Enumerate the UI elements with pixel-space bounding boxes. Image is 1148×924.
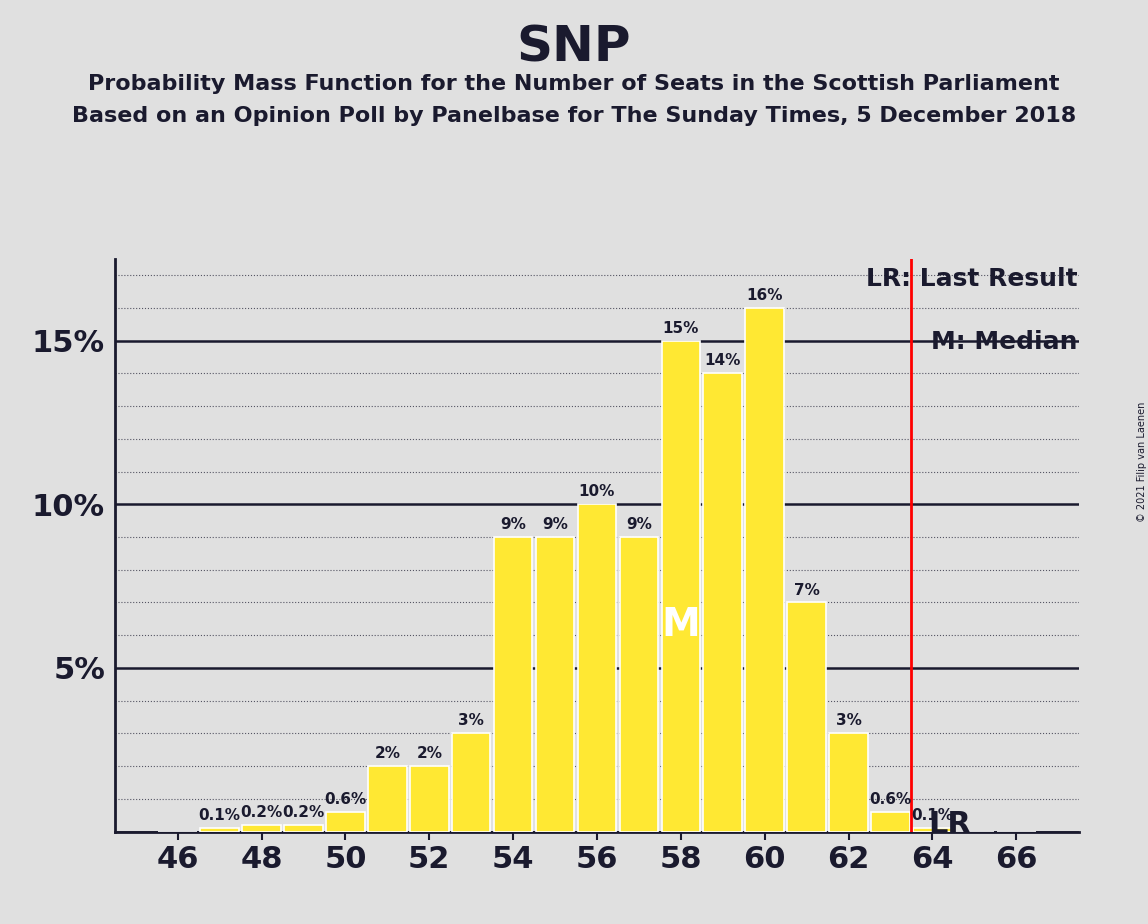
- Text: 0.1%: 0.1%: [912, 808, 953, 823]
- Text: 0.6%: 0.6%: [869, 792, 912, 807]
- Bar: [829, 734, 868, 832]
- Bar: [242, 825, 281, 832]
- Text: Probability Mass Function for the Number of Seats in the Scottish Parliament: Probability Mass Function for the Number…: [88, 74, 1060, 94]
- Text: 3%: 3%: [836, 713, 861, 728]
- Text: 0.2%: 0.2%: [240, 805, 282, 821]
- Text: 9%: 9%: [501, 517, 526, 532]
- Bar: [577, 505, 616, 832]
- Text: 15%: 15%: [662, 321, 699, 335]
- Bar: [871, 812, 909, 832]
- Text: 0.2%: 0.2%: [282, 805, 325, 821]
- Text: SNP: SNP: [517, 23, 631, 71]
- Text: 0.1%: 0.1%: [199, 808, 241, 823]
- Bar: [620, 537, 658, 832]
- Text: 14%: 14%: [705, 353, 740, 369]
- Text: 10%: 10%: [579, 484, 615, 499]
- Bar: [452, 734, 490, 832]
- Text: 2%: 2%: [417, 747, 442, 761]
- Bar: [494, 537, 533, 832]
- Text: 3%: 3%: [458, 713, 484, 728]
- Bar: [913, 828, 952, 832]
- Bar: [536, 537, 574, 832]
- Text: LR: Last Result: LR: Last Result: [866, 267, 1077, 291]
- Text: 9%: 9%: [542, 517, 568, 532]
- Text: Based on an Opinion Poll by Panelbase for The Sunday Times, 5 December 2018: Based on an Opinion Poll by Panelbase fo…: [72, 106, 1076, 127]
- Text: M: M: [661, 606, 700, 644]
- Bar: [745, 308, 784, 832]
- Text: 0.6%: 0.6%: [324, 792, 366, 807]
- Text: 2%: 2%: [374, 747, 401, 761]
- Bar: [661, 341, 700, 832]
- Text: 9%: 9%: [626, 517, 652, 532]
- Bar: [788, 602, 825, 832]
- Bar: [201, 828, 239, 832]
- Bar: [326, 812, 365, 832]
- Bar: [410, 766, 449, 832]
- Text: LR: LR: [929, 809, 971, 839]
- Bar: [704, 373, 742, 832]
- Text: M: Median: M: Median: [931, 331, 1077, 354]
- Bar: [369, 766, 406, 832]
- Text: 7%: 7%: [793, 582, 820, 598]
- Text: © 2021 Filip van Laenen: © 2021 Filip van Laenen: [1138, 402, 1147, 522]
- Bar: [285, 825, 323, 832]
- Text: 16%: 16%: [746, 288, 783, 303]
